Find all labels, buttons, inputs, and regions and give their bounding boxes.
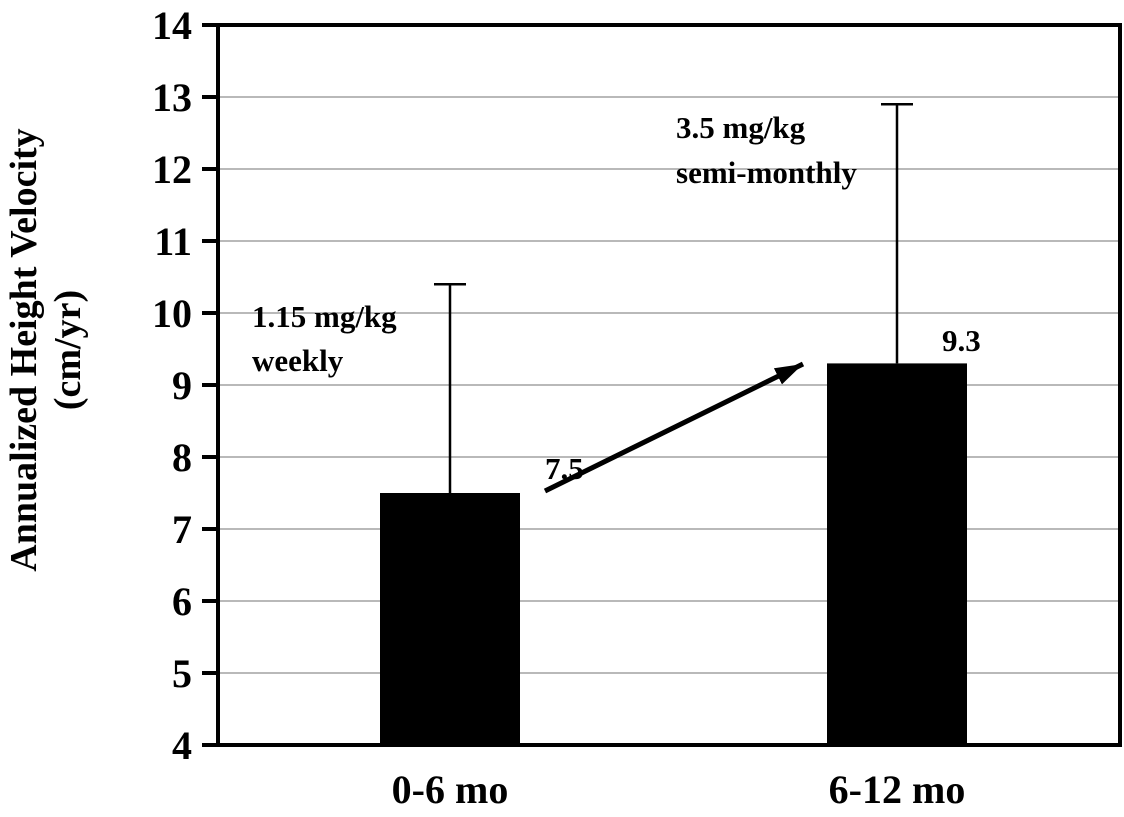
x-tick-label-6-12mo: 6-12 mo [829,767,966,812]
y-axis-title-line2: (cm/yr) [47,290,89,410]
y-tick-label: 12 [152,147,192,192]
x-tick-label-0-6mo: 0-6 mo [392,767,509,812]
y-tick-label: 11 [154,219,192,264]
annotation-dose-2-line2: semi-monthly [676,155,857,190]
y-tick-label: 4 [172,723,192,768]
y-tick-label: 8 [172,435,192,480]
y-tick-label: 5 [172,651,192,696]
y-tick-label: 14 [152,3,192,48]
plot-area: 4 5 6 7 8 9 10 11 12 13 14 [152,3,1122,768]
y-tick-label: 9 [172,363,192,408]
y-tick-label: 6 [172,579,192,624]
annotation-dose-1-line2: weekly [252,343,344,378]
annotation-dose-2-line1: 3.5 mg/kg [676,110,806,145]
bar-0-6mo [380,493,520,745]
trend-arrow [543,361,805,494]
y-tick-label: 10 [152,291,192,336]
y-tick-label: 7 [172,507,192,552]
bar-6-12mo [827,363,967,745]
bar-value-label-2: 9.3 [942,323,981,358]
y-axis-title-line1: Annualized Height Velocity [3,128,45,571]
y-tick-label: 13 [152,75,192,120]
annotation-dose-1-line1: 1.15 mg/kg [252,299,397,334]
bar-value-label-1: 7.5 [545,451,584,486]
